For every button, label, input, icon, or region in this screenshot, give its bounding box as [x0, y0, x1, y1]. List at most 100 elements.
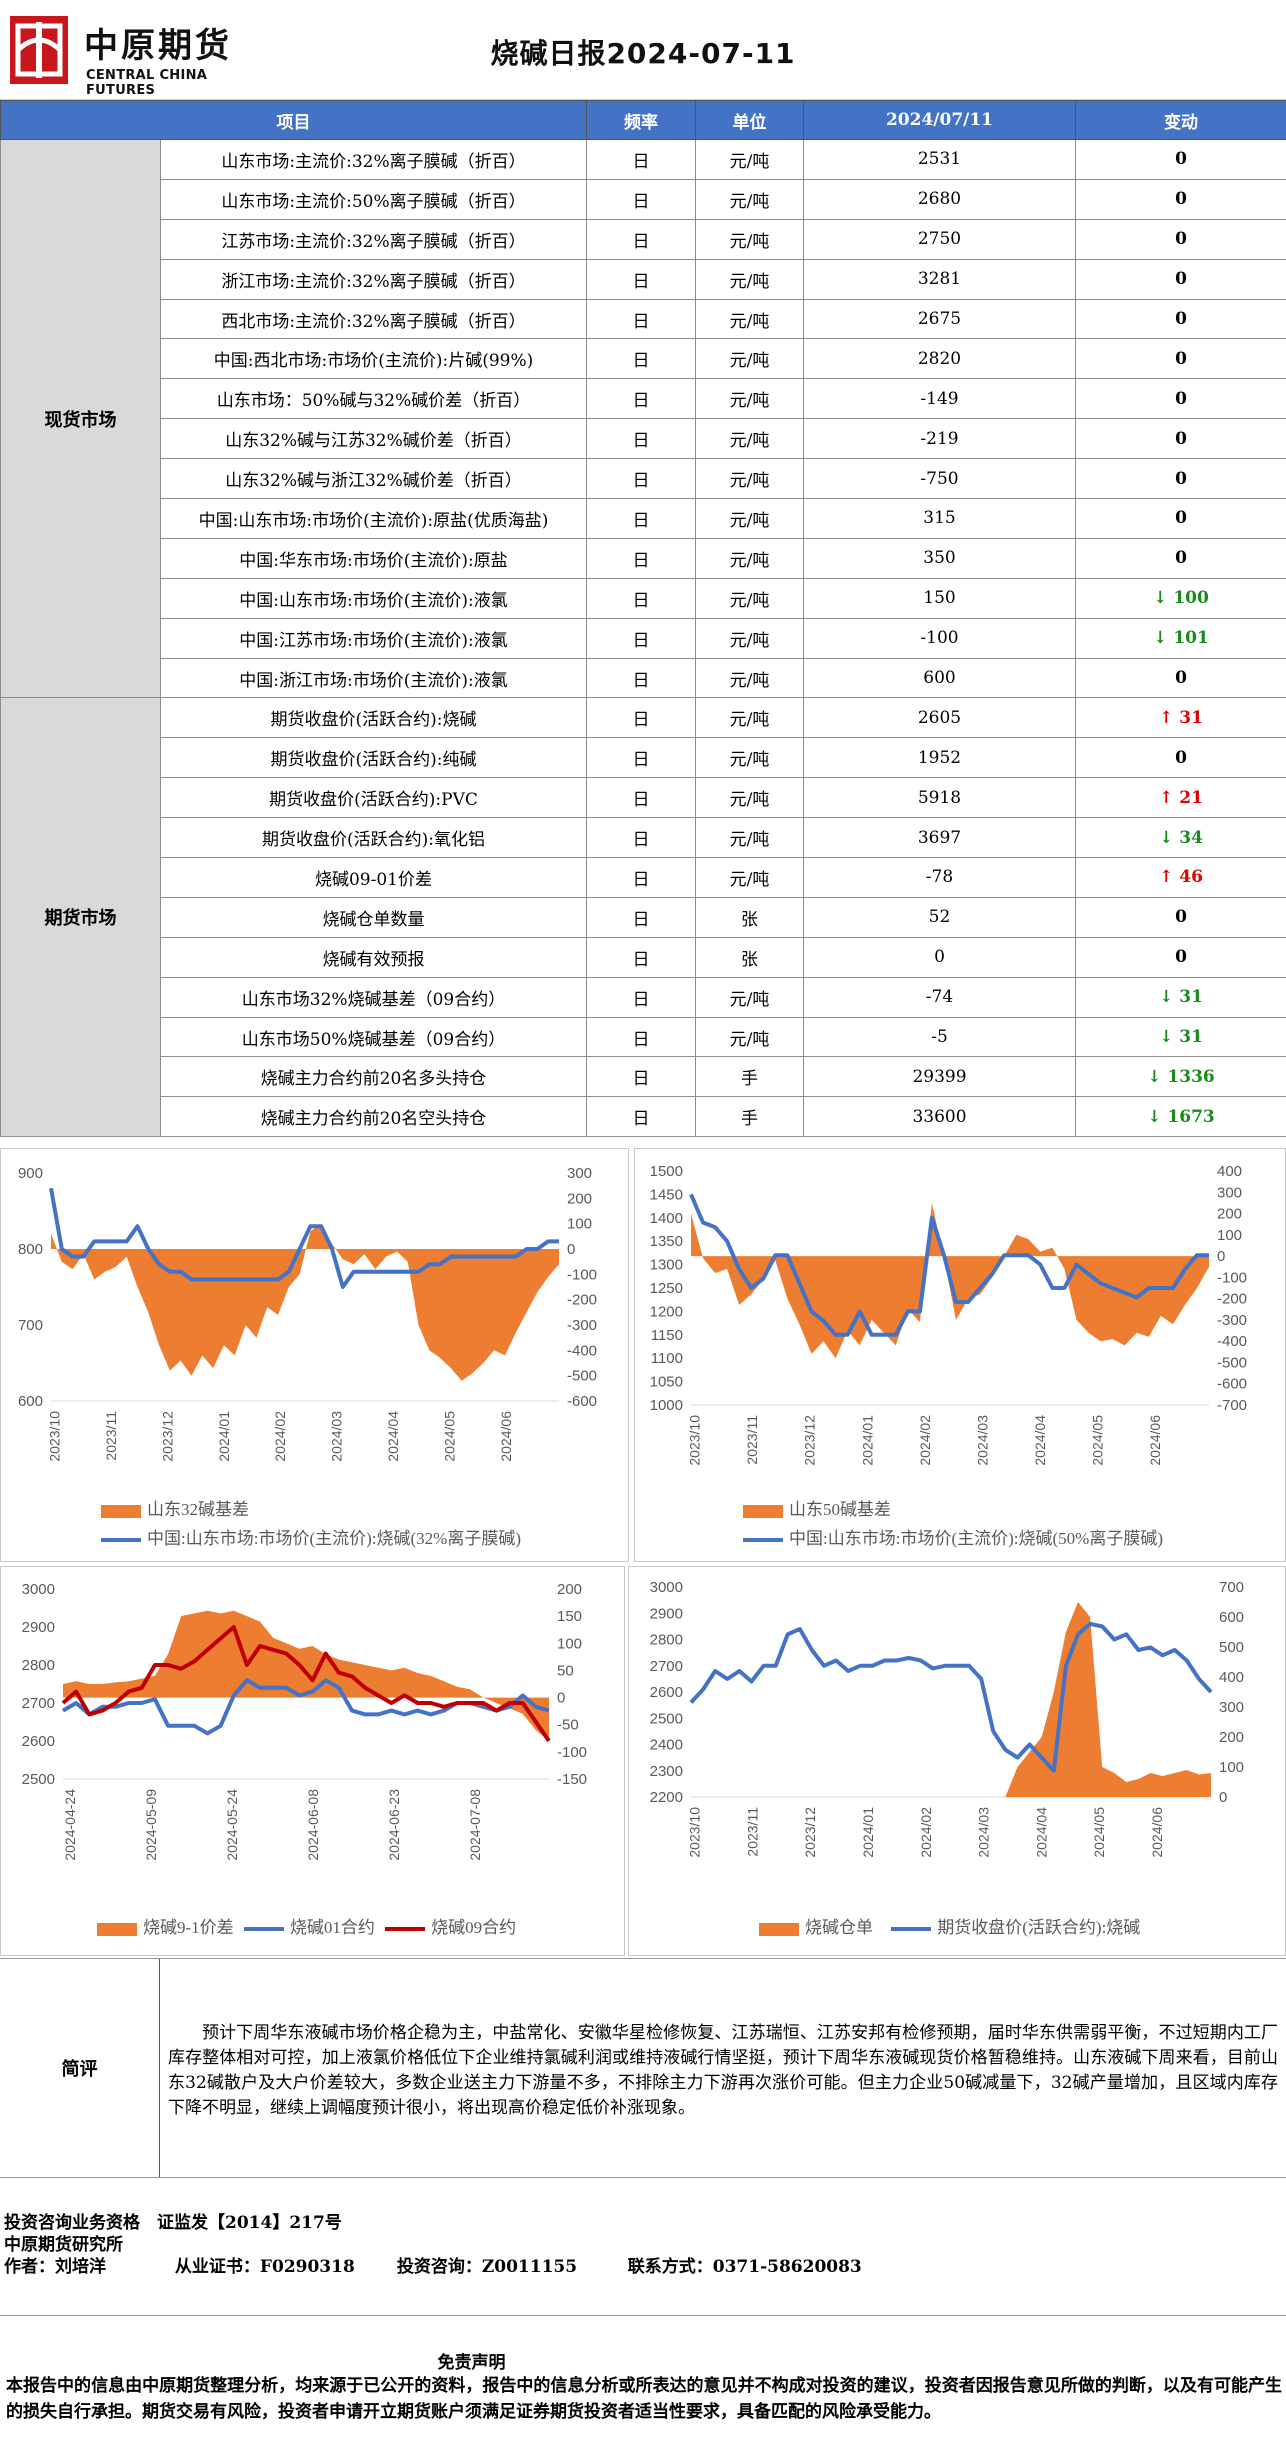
item-cell: 山东市场:主流价:32%离子膜碱（折百） — [160, 139, 587, 180]
chart-panel-3: 3000 2900 2800 2700 2600 2500 200 150 100 50 0 -50 -… — [0, 1566, 625, 1956]
x-tick-label: 2024-05-09 — [143, 1789, 159, 1861]
data-table: 项目 频率 单位 2024/07/11 变动 现货市场 山东市场:主流价:32%离… — [0, 100, 1286, 1138]
unit-cell: 元/吨 — [695, 298, 804, 340]
x-tick-label: 2023/10 — [46, 1411, 62, 1462]
disclaimer-title: 免责声明 — [437, 2353, 506, 2373]
column-header-change: 变动 — [1075, 100, 1286, 140]
chart-shandong50-basis: 1500 1450 1400 1350 1300 1250 1200 1150 1100 1050… — [650, 1163, 1247, 1466]
y-left-tick-label: 600 — [18, 1393, 43, 1410]
item-cell: 山东市场:主流价:50%离子膜碱（折百） — [160, 178, 587, 220]
unit-cell: 元/吨 — [695, 1016, 804, 1058]
column-header-item: 项目 — [0, 100, 587, 140]
value-cell: -149 — [803, 378, 1076, 420]
item-cell: 山东市场50%烧碱基差（09合约） — [160, 1016, 587, 1058]
y-right-tick-label: 0 — [567, 1241, 575, 1258]
item-cell: 中国:华东市场:市场价(主流价):原盐 — [160, 537, 587, 579]
change-cell: 0 — [1075, 418, 1286, 460]
change-cell: 0 — [1075, 338, 1286, 380]
unit-cell: 元/吨 — [695, 139, 804, 180]
chart-warehouse-receipts: 3000290028002700260025002400230022007006… — [650, 1579, 1244, 1858]
unit-cell: 元/吨 — [695, 737, 804, 779]
frequency-cell: 日 — [586, 857, 696, 898]
y-right-tick-label: 300 — [1217, 1184, 1242, 1201]
chart-panel-2: 1500 1450 1400 1350 1300 1250 1200 1150 1100 1050… — [634, 1148, 1286, 1562]
x-tick-label: 2024/05 — [1090, 1415, 1106, 1466]
table-row: 期货市场 期货收盘价(活跃合约):烧碱日元/吨 2605 ↑ 31 — [0, 697, 1286, 1138]
frequency-cell: 日 — [586, 617, 696, 659]
y-right-tick-label: 100 — [557, 1635, 582, 1652]
frequency-cell: 日 — [586, 178, 696, 220]
y-right-tick-label: 100 — [1217, 1227, 1242, 1244]
frequency-cell: 日 — [586, 338, 696, 380]
author-name: 作者：刘培洋 — [4, 2257, 106, 2277]
item-cell: 江苏市场:主流价:32%离子膜碱（折百） — [160, 218, 587, 260]
y-right-tick-label: 200 — [1217, 1206, 1242, 1223]
unit-cell: 元/吨 — [695, 976, 804, 1018]
y-right-tick-label: -300 — [1217, 1312, 1247, 1329]
author-certificate: 从业证书：F0290318 — [174, 2257, 355, 2277]
unit-cell: 元/吨 — [695, 378, 804, 420]
table-row: 期货收盘价(活跃合约):氧化铝日元/吨 3697 ↓ 34 — [1, 817, 1286, 859]
change-cell: ↑ 46 — [1075, 857, 1286, 898]
unit-cell: 张 — [695, 896, 804, 938]
y-right-tick-label: 500 — [1219, 1639, 1244, 1656]
change-cell: ↓ 100 — [1075, 577, 1286, 619]
x-tick-label: 2024/06 — [498, 1411, 514, 1462]
change-cell: 0 — [1075, 657, 1286, 699]
y-right-tick-label: 300 — [567, 1165, 592, 1182]
x-tick-label: 2024/06 — [1149, 1807, 1165, 1858]
item-cell: 浙江市场:主流价:32%离子膜碱（折百） — [160, 258, 587, 300]
x-tick-label: 2023/12 — [802, 1415, 818, 1466]
item-cell: 烧碱09-01价差 — [160, 857, 587, 898]
y-right-tick-label: 50 — [557, 1662, 574, 1679]
logo-english-name: CENTRAL CHINA FUTURES — [86, 68, 208, 98]
change-cell: ↓ 34 — [1075, 817, 1286, 859]
value-cell: -100 — [803, 617, 1076, 659]
item-cell: 期货收盘价(活跃合约):纯碱 — [160, 737, 587, 779]
change-cell: ↓ 1336 — [1075, 1056, 1286, 1098]
y-left-tick-label: 2600 — [22, 1733, 55, 1750]
x-tick-label: 2024-07-08 — [467, 1789, 483, 1861]
table-row: 中国:山东市场:市场价(主流价):原盐(优质海盐) 日元/吨 315 0 — [1, 498, 1286, 539]
series-line — [689, 1621, 1213, 1773]
x-tick-label: 2024/03 — [976, 1807, 992, 1858]
unit-cell: 张 — [695, 936, 804, 978]
chart-legend: 烧碱9-1价差 烧碱01合约 烧碱09合约 — [97, 1913, 516, 1938]
x-tick-label: 2024/03 — [329, 1411, 345, 1462]
frequency-cell: 日 — [586, 498, 696, 539]
y-left-tick-label: 1400 — [650, 1210, 683, 1227]
chart-legend: 山东50碱基差 中国:山东市场:市场价(主流价):烧碱(50%离子膜碱) — [743, 1495, 1163, 1549]
table-row: 中国:山东市场:市场价(主流价):液氯日元/吨 150 ↓ 100 — [1, 577, 1286, 619]
value-cell: 2531 — [803, 139, 1076, 180]
value-cell: 33600 — [803, 1096, 1076, 1138]
value-cell: -74 — [803, 976, 1076, 1018]
item-cell: 中国:浙江市场:市场价(主流价):液氯 — [160, 657, 587, 699]
item-cell: 烧碱主力合约前20名空头持仓 — [160, 1096, 587, 1138]
frequency-cell: 日 — [586, 258, 696, 300]
table-row: 西北市场:主流价:32%离子膜碱（折百）日元/吨 2675 0 — [1, 298, 1286, 340]
table-row: 山东32%碱与江苏32%碱价差（折百）日元/吨 -219 0 — [1, 418, 1286, 460]
y-left-tick-label: 1450 — [650, 1186, 683, 1203]
x-tick-label: 2024/06 — [1147, 1415, 1163, 1466]
y-right-tick-label: 200 — [567, 1190, 592, 1207]
y-right-tick-label: -100 — [567, 1266, 597, 1283]
change-cell: 0 — [1075, 737, 1286, 779]
value-cell: 5918 — [803, 777, 1076, 819]
frequency-cell: 日 — [586, 378, 696, 420]
unit-cell: 元/吨 — [695, 657, 804, 699]
y-right-tick-label: -300 — [567, 1317, 597, 1334]
y-right-tick-label: 150 — [557, 1608, 582, 1625]
value-cell: 2680 — [803, 178, 1076, 220]
y-right-tick-label: -150 — [557, 1771, 587, 1788]
unit-cell: 元/吨 — [695, 777, 804, 819]
y-left-tick-label: 2800 — [22, 1657, 55, 1674]
y-left-tick-label: 1500 — [650, 1163, 683, 1180]
item-cell: 烧碱有效预报 — [160, 936, 587, 978]
table-row: 浙江市场:主流价:32%离子膜碱（折百）日元/吨 3281 0 — [1, 258, 1286, 300]
table-row: 烧碱主力合约前20名多头持仓日手 29399 ↓ 1336 — [1, 1056, 1286, 1098]
x-tick-label: 2024/04 — [1032, 1415, 1048, 1466]
disclaimer-text: 本报告中的信息由中原期货整理分析，均来源于已公开的资料，报告中的信息分析或所表达… — [6, 2376, 1282, 2422]
legend-item: 烧碱09合约 — [385, 1918, 516, 1937]
table-row: 山东32%碱与浙江32%碱价差（折百）日元/吨 -750 0 — [1, 458, 1286, 500]
legend-item: 中国:山东市场:市场价(主流价):烧碱(32%离子膜碱) — [101, 1524, 521, 1549]
